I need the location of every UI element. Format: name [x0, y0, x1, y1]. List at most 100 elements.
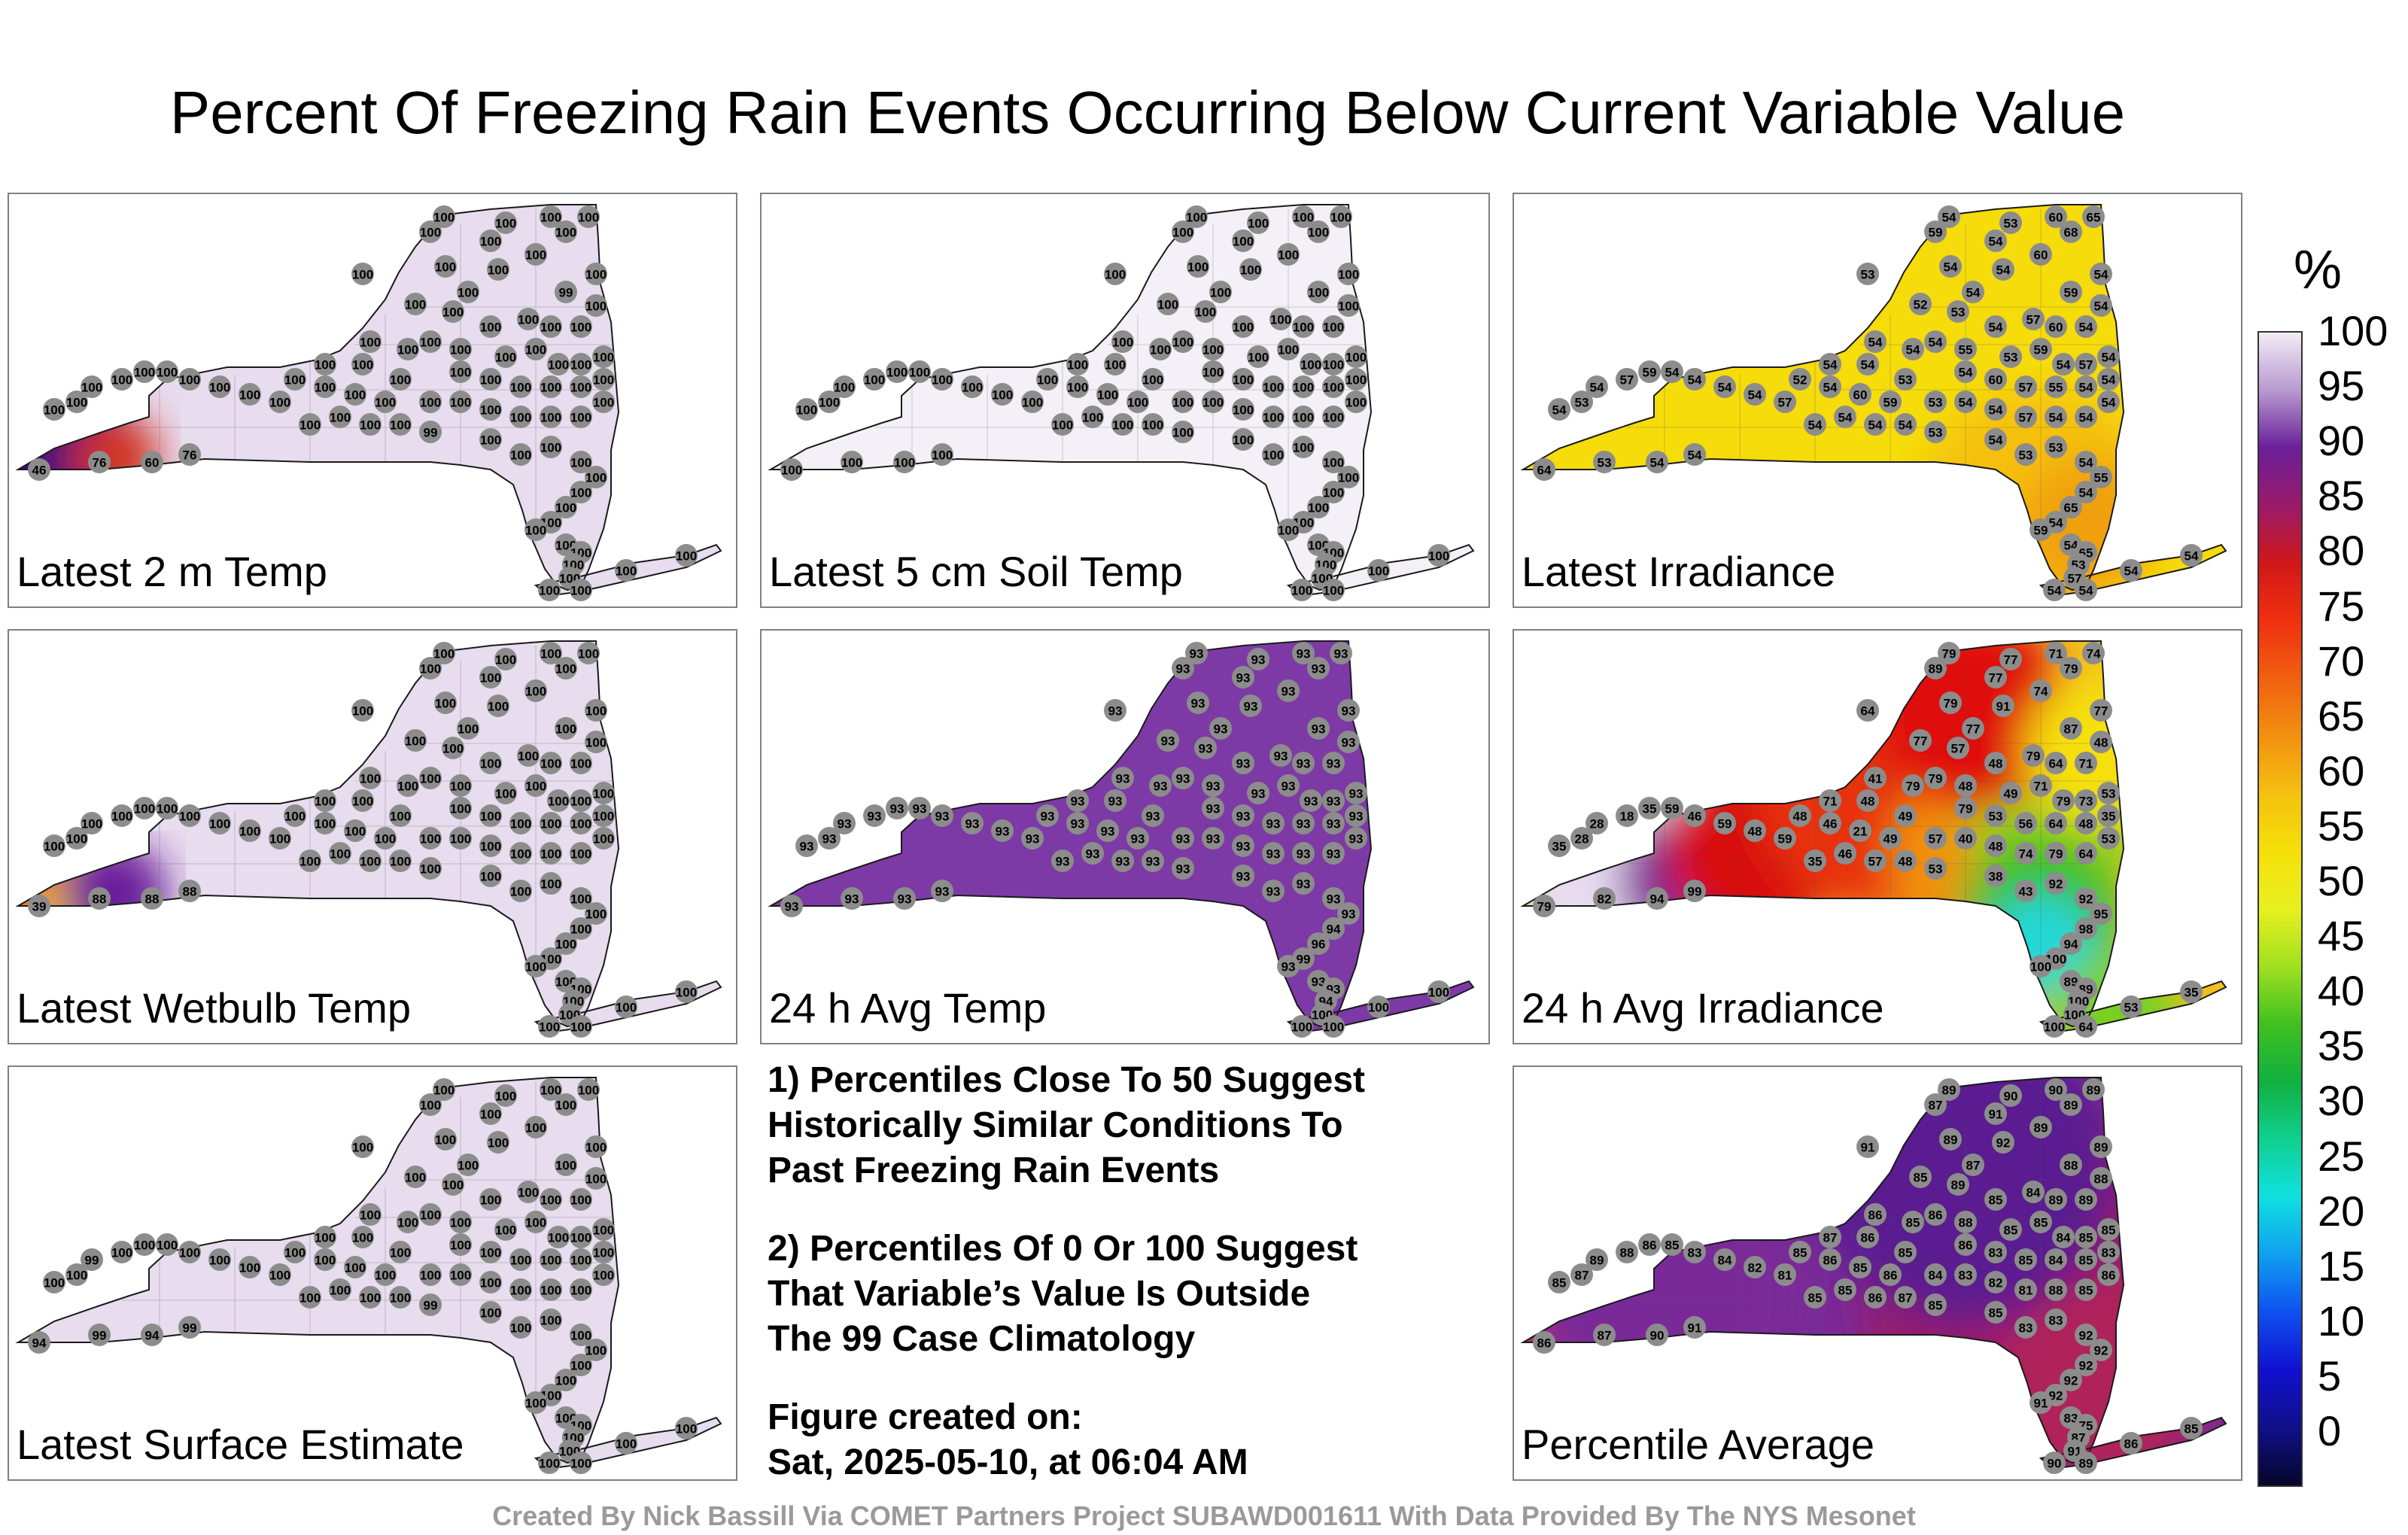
- station-marker: 35: [1548, 834, 1570, 857]
- station-marker: 100: [433, 1078, 455, 1101]
- station-value: 92: [2079, 1359, 2093, 1373]
- station-value: 54: [1590, 381, 1604, 395]
- station-dot: [893, 451, 916, 473]
- station-dot: [2045, 315, 2067, 338]
- station-dot: [509, 842, 532, 865]
- station-marker: 82: [1984, 1271, 2007, 1293]
- station-value: 91: [1688, 1321, 1702, 1336]
- station-dot: [1187, 255, 1209, 278]
- station-dot: [540, 406, 562, 428]
- station-value: 54: [2049, 516, 2063, 530]
- station-marker: 93: [1239, 695, 1262, 717]
- station-dot: [1984, 368, 2007, 391]
- station-dot: [886, 360, 908, 383]
- station-value: 100: [1172, 396, 1193, 410]
- station-marker: 93: [991, 819, 1014, 842]
- station-marker: 85: [1834, 1278, 1856, 1301]
- station-marker: 57: [1774, 391, 1796, 413]
- station-value: 54: [2102, 396, 2116, 410]
- station-marker: 54: [1819, 353, 1841, 375]
- station-marker: 54: [2120, 559, 2142, 582]
- station-value: 93: [1056, 855, 1070, 869]
- station-value: 100: [1323, 456, 1344, 470]
- station-dot: [1232, 428, 1254, 451]
- station-marker: 48: [1984, 752, 2007, 774]
- station-marker: 100: [1126, 391, 1149, 413]
- station-dot: [208, 375, 231, 398]
- station-dot: [1194, 300, 1217, 323]
- station-marker: 100: [570, 579, 592, 601]
- note-percentiles-50: 1) Percentiles Close To 50 Suggest Histo…: [768, 1060, 1366, 1190]
- station-value: 57: [2026, 313, 2041, 327]
- station-dot: [1902, 338, 1924, 360]
- station-value: 39: [32, 900, 47, 914]
- station-dot: [1232, 398, 1254, 421]
- station-dot: [2090, 294, 2112, 317]
- station-dot: [585, 294, 607, 317]
- station-value: 87: [1575, 1269, 1589, 1283]
- station-dot: [1984, 229, 2007, 252]
- station-dot: [81, 375, 103, 398]
- station-value: 54: [1688, 373, 1702, 388]
- station-dot: [1616, 368, 1638, 391]
- station-marker: 79: [1938, 642, 1960, 664]
- station-value: 100: [570, 757, 591, 771]
- station-marker: 93: [1322, 887, 1345, 910]
- station-dot: [494, 1084, 517, 1107]
- station-dot: [517, 1181, 540, 1203]
- station-marker: 53: [1593, 451, 1616, 473]
- station-value: 100: [1338, 471, 1359, 485]
- station-value: 86: [1868, 1208, 1883, 1223]
- station-value: 89: [1590, 1254, 1604, 1268]
- station-value: 100: [1308, 286, 1329, 300]
- station-marker: 57: [2014, 406, 2037, 428]
- station-dot: [1291, 579, 1313, 601]
- station-dot: [457, 717, 479, 740]
- station-dot: [577, 642, 600, 664]
- station-marker: 100: [547, 353, 570, 375]
- station-dot: [269, 827, 291, 850]
- station-marker: 100: [178, 368, 201, 391]
- station-value: 79: [1942, 647, 1956, 661]
- station-value: 100: [480, 757, 501, 771]
- station-value: 83: [1959, 1269, 1973, 1283]
- station-dot: [1683, 1316, 1706, 1339]
- station-marker: 100: [509, 1316, 532, 1339]
- station-dot: [449, 797, 472, 819]
- station-value: 100: [1278, 343, 1299, 357]
- station-value: 100: [570, 456, 591, 470]
- station-marker: 54: [2097, 345, 2120, 368]
- station-dot: [570, 917, 592, 940]
- station-marker: 100: [329, 1278, 351, 1301]
- station-value: 100: [330, 411, 351, 425]
- station-dot: [2045, 375, 2067, 398]
- station-marker: 100: [509, 880, 532, 902]
- station-value: 43: [2019, 885, 2033, 899]
- station-marker: 89: [2075, 1188, 2097, 1211]
- station-value: 46: [32, 464, 47, 478]
- station-marker: 100: [479, 666, 502, 688]
- station-marker: 92: [2075, 1324, 2097, 1346]
- station-dot: [540, 1309, 562, 1331]
- station-dot: [1548, 1271, 1570, 1293]
- station-dot: [585, 1135, 607, 1158]
- station-value: 100: [1195, 305, 1216, 320]
- station-value: 93: [1327, 817, 1341, 831]
- station-dot: [1954, 827, 1977, 850]
- station-dot: [2075, 1451, 2097, 1474]
- station-dot: [2060, 932, 2082, 955]
- station-marker: 57: [1924, 827, 1947, 850]
- station-value: 100: [495, 217, 516, 231]
- station-marker: 71: [1819, 789, 1841, 812]
- panel-percentile-average: 89 90 90 89 89 87 91 91 89 92 89 87 88 89 85 89 85 84 89 89…: [1513, 1065, 2242, 1481]
- station-marker: 100: [615, 559, 637, 582]
- colorbar-tick-label: 85: [2318, 472, 2365, 520]
- station-marker: 100: [479, 428, 502, 451]
- station-value: 100: [315, 817, 336, 831]
- station-marker: 100: [540, 436, 562, 458]
- station-marker: 100: [1262, 406, 1285, 428]
- station-marker: 87: [1894, 1286, 1917, 1309]
- station-marker: 85: [2029, 1211, 2052, 1233]
